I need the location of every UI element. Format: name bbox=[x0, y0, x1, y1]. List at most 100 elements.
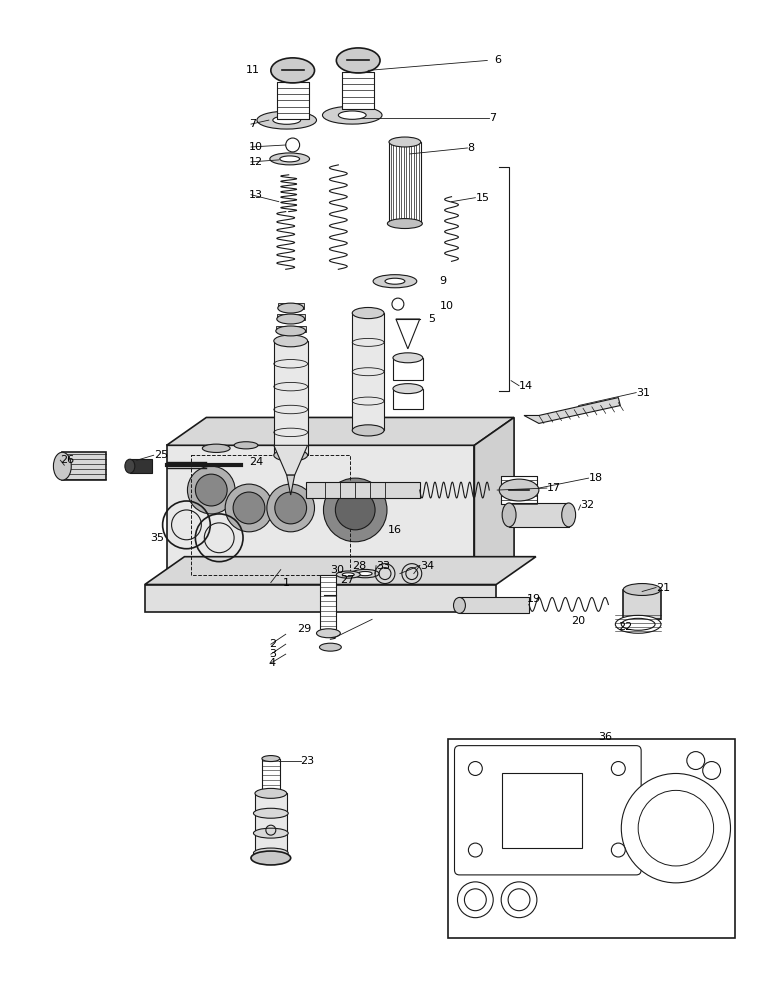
Ellipse shape bbox=[255, 788, 286, 798]
Bar bbox=[389, 142, 421, 224]
Ellipse shape bbox=[273, 116, 300, 124]
Ellipse shape bbox=[388, 219, 422, 229]
Ellipse shape bbox=[502, 503, 516, 527]
Circle shape bbox=[611, 762, 625, 775]
Ellipse shape bbox=[323, 106, 382, 124]
Text: 7: 7 bbox=[489, 113, 496, 123]
Text: 1: 1 bbox=[283, 578, 290, 588]
Text: 20: 20 bbox=[571, 616, 584, 626]
Text: 4: 4 bbox=[269, 658, 276, 668]
Ellipse shape bbox=[385, 278, 405, 284]
Ellipse shape bbox=[393, 384, 423, 394]
Circle shape bbox=[267, 484, 314, 532]
Text: 35: 35 bbox=[150, 533, 164, 543]
Bar bbox=[352, 313, 384, 430]
Ellipse shape bbox=[278, 303, 303, 313]
Text: 10: 10 bbox=[249, 142, 263, 152]
Ellipse shape bbox=[253, 848, 288, 858]
Text: 32: 32 bbox=[581, 500, 594, 510]
Ellipse shape bbox=[358, 572, 372, 576]
Circle shape bbox=[195, 474, 227, 506]
Bar bbox=[342, 72, 374, 109]
Circle shape bbox=[469, 843, 482, 857]
Circle shape bbox=[469, 762, 482, 775]
Ellipse shape bbox=[253, 808, 288, 818]
Bar bbox=[448, 739, 736, 938]
Ellipse shape bbox=[53, 452, 71, 480]
Bar bbox=[501, 476, 537, 504]
Ellipse shape bbox=[337, 48, 380, 73]
Bar bbox=[276, 326, 306, 332]
Ellipse shape bbox=[351, 569, 379, 578]
Bar bbox=[459, 597, 529, 613]
Polygon shape bbox=[509, 503, 569, 527]
Text: 9: 9 bbox=[439, 276, 447, 286]
Ellipse shape bbox=[276, 326, 306, 336]
Text: 21: 21 bbox=[656, 583, 670, 593]
Bar bbox=[393, 358, 423, 380]
Text: 6: 6 bbox=[494, 55, 501, 65]
Bar bbox=[277, 314, 305, 320]
Ellipse shape bbox=[338, 111, 366, 119]
Bar bbox=[502, 773, 581, 848]
Text: 5: 5 bbox=[428, 314, 435, 324]
Polygon shape bbox=[474, 417, 514, 585]
Text: 36: 36 bbox=[598, 732, 612, 742]
Circle shape bbox=[275, 492, 306, 524]
Text: 11: 11 bbox=[246, 65, 260, 75]
Ellipse shape bbox=[352, 307, 384, 319]
Circle shape bbox=[323, 478, 387, 542]
Ellipse shape bbox=[202, 444, 230, 452]
Circle shape bbox=[621, 773, 730, 883]
Bar bbox=[262, 759, 279, 793]
Text: 23: 23 bbox=[300, 756, 315, 766]
Ellipse shape bbox=[352, 425, 384, 436]
Bar bbox=[393, 389, 423, 409]
Text: 33: 33 bbox=[376, 561, 390, 571]
Polygon shape bbox=[274, 445, 307, 475]
Text: 34: 34 bbox=[420, 561, 434, 571]
Text: 22: 22 bbox=[618, 622, 632, 632]
Text: 17: 17 bbox=[547, 483, 561, 493]
Bar bbox=[278, 303, 303, 309]
Polygon shape bbox=[524, 398, 620, 423]
Bar bbox=[306, 482, 420, 498]
Text: 2: 2 bbox=[269, 639, 276, 649]
Bar bbox=[277, 82, 309, 119]
Text: 25: 25 bbox=[154, 450, 168, 460]
Ellipse shape bbox=[499, 479, 539, 501]
Ellipse shape bbox=[317, 629, 340, 638]
Bar bbox=[144, 585, 496, 612]
Ellipse shape bbox=[277, 314, 305, 324]
Text: 27: 27 bbox=[340, 575, 354, 585]
Ellipse shape bbox=[270, 153, 310, 165]
Circle shape bbox=[188, 466, 235, 514]
Text: 7: 7 bbox=[249, 119, 256, 129]
Text: 26: 26 bbox=[60, 455, 74, 465]
Circle shape bbox=[225, 484, 273, 532]
Ellipse shape bbox=[257, 111, 317, 129]
Ellipse shape bbox=[389, 137, 421, 147]
Text: 13: 13 bbox=[249, 190, 263, 200]
Circle shape bbox=[335, 490, 375, 530]
Ellipse shape bbox=[562, 503, 576, 527]
Text: 31: 31 bbox=[636, 388, 650, 398]
Text: 28: 28 bbox=[352, 561, 367, 571]
Ellipse shape bbox=[279, 156, 300, 162]
Ellipse shape bbox=[274, 449, 307, 461]
Bar bbox=[320, 575, 337, 629]
Ellipse shape bbox=[320, 643, 341, 651]
Text: 19: 19 bbox=[527, 594, 541, 604]
Ellipse shape bbox=[453, 597, 466, 613]
Polygon shape bbox=[167, 417, 514, 445]
Ellipse shape bbox=[262, 756, 279, 762]
Polygon shape bbox=[144, 557, 536, 585]
Text: 3: 3 bbox=[269, 649, 276, 659]
Polygon shape bbox=[396, 319, 420, 349]
Text: 16: 16 bbox=[388, 525, 402, 535]
Bar bbox=[167, 445, 474, 585]
Text: 15: 15 bbox=[476, 193, 489, 203]
Ellipse shape bbox=[271, 58, 314, 83]
Bar bbox=[274, 341, 307, 455]
Bar bbox=[130, 459, 152, 473]
